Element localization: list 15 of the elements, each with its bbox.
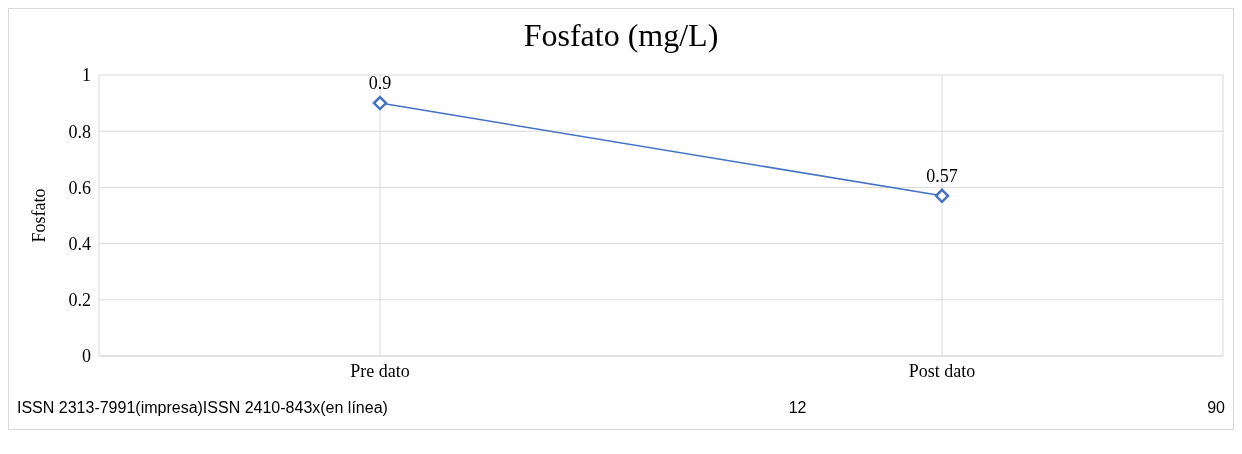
text: 12 <box>788 399 807 417</box>
x-tick-label: Pre dato <box>350 360 410 381</box>
y-tick-label: 0 <box>82 346 91 367</box>
chart-title: Fosfato (mg/L) <box>522 16 720 55</box>
y-tick-label: 1 <box>82 65 91 86</box>
y-tick-label: 0.2 <box>68 290 91 311</box>
text: 90 <box>1207 399 1225 417</box>
y-axis-title: Fosfato <box>29 188 50 243</box>
data-label: 0.57 <box>926 165 958 186</box>
x-tick-label: Post dato <box>908 360 976 381</box>
y-tick-label: 0.8 <box>68 121 91 142</box>
y-tick-label: 0.4 <box>68 233 91 254</box>
y-tick-label: 0.6 <box>68 177 91 198</box>
text: ISSN 2313-7991(impresa)ISSN 2410-843x(en línea) <box>17 399 388 417</box>
data-label: 0.9 <box>368 73 392 94</box>
